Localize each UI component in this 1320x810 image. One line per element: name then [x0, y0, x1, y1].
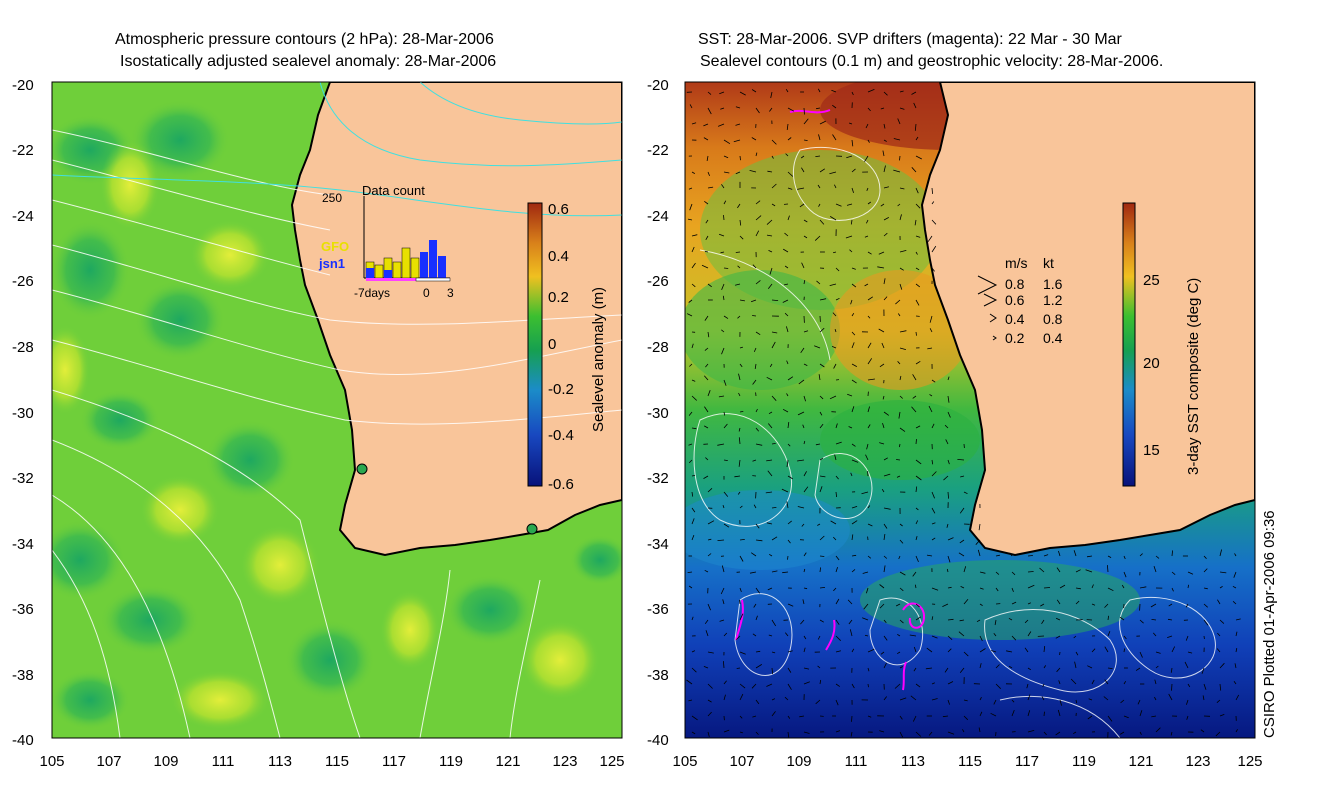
- right-ytick: -32: [647, 470, 669, 487]
- left-xtick: 117: [382, 753, 406, 770]
- right-xtick: 109: [786, 753, 811, 770]
- left-ytick: -30: [12, 405, 34, 422]
- left-ytick: -32: [12, 470, 34, 487]
- legend-jsn1: jsn1: [318, 256, 345, 271]
- left-ytick: -24: [12, 208, 34, 225]
- sla-cbar-tick-3: 0: [548, 336, 556, 353]
- legend-ms-1: 0.6: [1005, 292, 1025, 308]
- left-xtick: 125: [599, 753, 624, 770]
- left-title-line2: Isostatically adjusted sealevel anomaly:…: [120, 53, 497, 70]
- right-ytick: -36: [647, 601, 669, 618]
- right-ytick: -30: [647, 405, 669, 422]
- right-xtick: 117: [1015, 753, 1039, 770]
- right-ytick: -24: [647, 208, 669, 225]
- right-xtick: 115: [958, 753, 982, 770]
- inset-x-label-end: 3: [447, 286, 454, 300]
- legend-ms-2: 0.4: [1005, 311, 1025, 327]
- left-title-line1: Atmospheric pressure contours (2 hPa): 2…: [115, 31, 494, 48]
- right-xtick: 105: [672, 753, 697, 770]
- right-xtick: 123: [1185, 753, 1210, 770]
- right-ytick: -40: [647, 732, 669, 749]
- right-x-axis: 105 107 109 111 113 115 117 119 121 123 …: [672, 753, 1262, 770]
- legend-kt-0: 1.6: [1043, 276, 1063, 292]
- sst-cbar-tick-2: 15: [1143, 442, 1160, 459]
- inset-x-label-zero: 0: [423, 286, 430, 300]
- sla-cbar-tick-4: -0.2: [548, 381, 574, 398]
- legend-kt-3: 0.4: [1043, 330, 1063, 346]
- left-xtick: 115: [325, 753, 349, 770]
- left-xtick: 109: [153, 753, 178, 770]
- plot-credit: CSIRO Plotted 01-Apr-2006 09:36: [1261, 510, 1278, 738]
- sealevel-colorbar: 0.6 0.4 0.2 0 -0.2 -0.4 -0.6 Sealevel an…: [527, 201, 607, 493]
- sst-cbar-tick-0: 25: [1143, 272, 1160, 289]
- left-xtick: 111: [212, 753, 235, 770]
- inset-title: Data count: [362, 183, 425, 198]
- inset-x-label-start: -7days: [354, 286, 390, 300]
- left-y-axis: -20 -22 -24 -26 -28 -30 -32 -34 -36 -38 …: [12, 77, 34, 749]
- right-y-axis: -20 -22 -24 -26 -28 -30 -32 -34 -36 -38 …: [647, 77, 669, 749]
- right-title-line1: SST: 28-Mar-2006. SVP drifters (magenta)…: [698, 31, 1122, 48]
- sla-cbar-tick-2: 0.2: [548, 289, 569, 306]
- right-ytick: -26: [647, 273, 669, 290]
- legend-ms-0: 0.8: [1005, 276, 1025, 292]
- sla-cbar-label: Sealevel anomaly (m): [590, 287, 607, 432]
- left-xtick: 113: [268, 753, 292, 770]
- right-ytick: -28: [647, 339, 669, 356]
- legend-kt-1: 1.2: [1043, 292, 1063, 308]
- right-xtick: 119: [1072, 753, 1096, 770]
- right-xtick: 111: [845, 753, 868, 770]
- sla-cbar-tick-1: 0.4: [548, 248, 569, 265]
- right-xtick: 107: [729, 753, 754, 770]
- sst-field: [685, 82, 1255, 738]
- data-count-inset: Data count 250 -7days 0 3 GFO jsn1: [318, 183, 454, 300]
- left-ytick: -28: [12, 339, 34, 356]
- left-xtick: 105: [39, 753, 64, 770]
- sst-cbar-tick-1: 20: [1143, 355, 1160, 372]
- right-xtick: 121: [1128, 753, 1153, 770]
- legend-header-kt: kt: [1043, 255, 1054, 271]
- right-ytick: -20: [647, 77, 669, 94]
- right-ytick: -38: [647, 667, 669, 684]
- right-xtick: 125: [1237, 753, 1262, 770]
- legend-kt-2: 0.8: [1043, 311, 1063, 327]
- legend-ms-3: 0.2: [1005, 330, 1025, 346]
- sst-cbar-label: 3-day SST composite (deg C): [1185, 278, 1202, 475]
- legend-header-ms: m/s: [1005, 255, 1028, 271]
- left-ytick: -20: [12, 77, 34, 94]
- right-ytick: -34: [647, 536, 669, 553]
- australia-land-sst: [920, 82, 1255, 557]
- left-ytick: -26: [12, 273, 34, 290]
- left-x-axis: 105 107 109 111 113 115 117 119 121 123 …: [39, 753, 624, 770]
- left-ytick: -36: [12, 601, 34, 618]
- sla-cbar-tick-5: -0.4: [548, 427, 574, 444]
- sst-colorbar: 25 20 15 3-day SST composite (deg C): [1122, 202, 1202, 487]
- inset-ymax-label: 250: [322, 191, 342, 205]
- legend-gfo: GFO: [321, 239, 349, 254]
- sla-cbar-tick-0: 0.6: [548, 201, 569, 218]
- sla-cbar-tick-6: -0.6: [548, 476, 574, 493]
- left-xtick: 123: [552, 753, 577, 770]
- left-xtick: 121: [495, 753, 520, 770]
- right-ytick: -22: [647, 142, 669, 159]
- left-ytick: -34: [12, 536, 34, 553]
- velocity-legend: m/s kt 0.8 1.6 0.6 1.2 0.4 0.8 0.2 0.4: [977, 255, 1063, 346]
- left-xtick: 107: [96, 753, 121, 770]
- right-xtick: 113: [901, 753, 925, 770]
- right-title-line2: Sealevel contours (0.1 m) and geostrophi…: [700, 53, 1164, 70]
- left-xtick: 119: [439, 753, 463, 770]
- left-ytick: -38: [12, 667, 34, 684]
- left-ytick: -22: [12, 142, 34, 159]
- left-ytick: -40: [12, 732, 34, 749]
